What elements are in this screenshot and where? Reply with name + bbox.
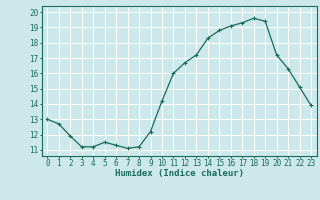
X-axis label: Humidex (Indice chaleur): Humidex (Indice chaleur) xyxy=(115,169,244,178)
